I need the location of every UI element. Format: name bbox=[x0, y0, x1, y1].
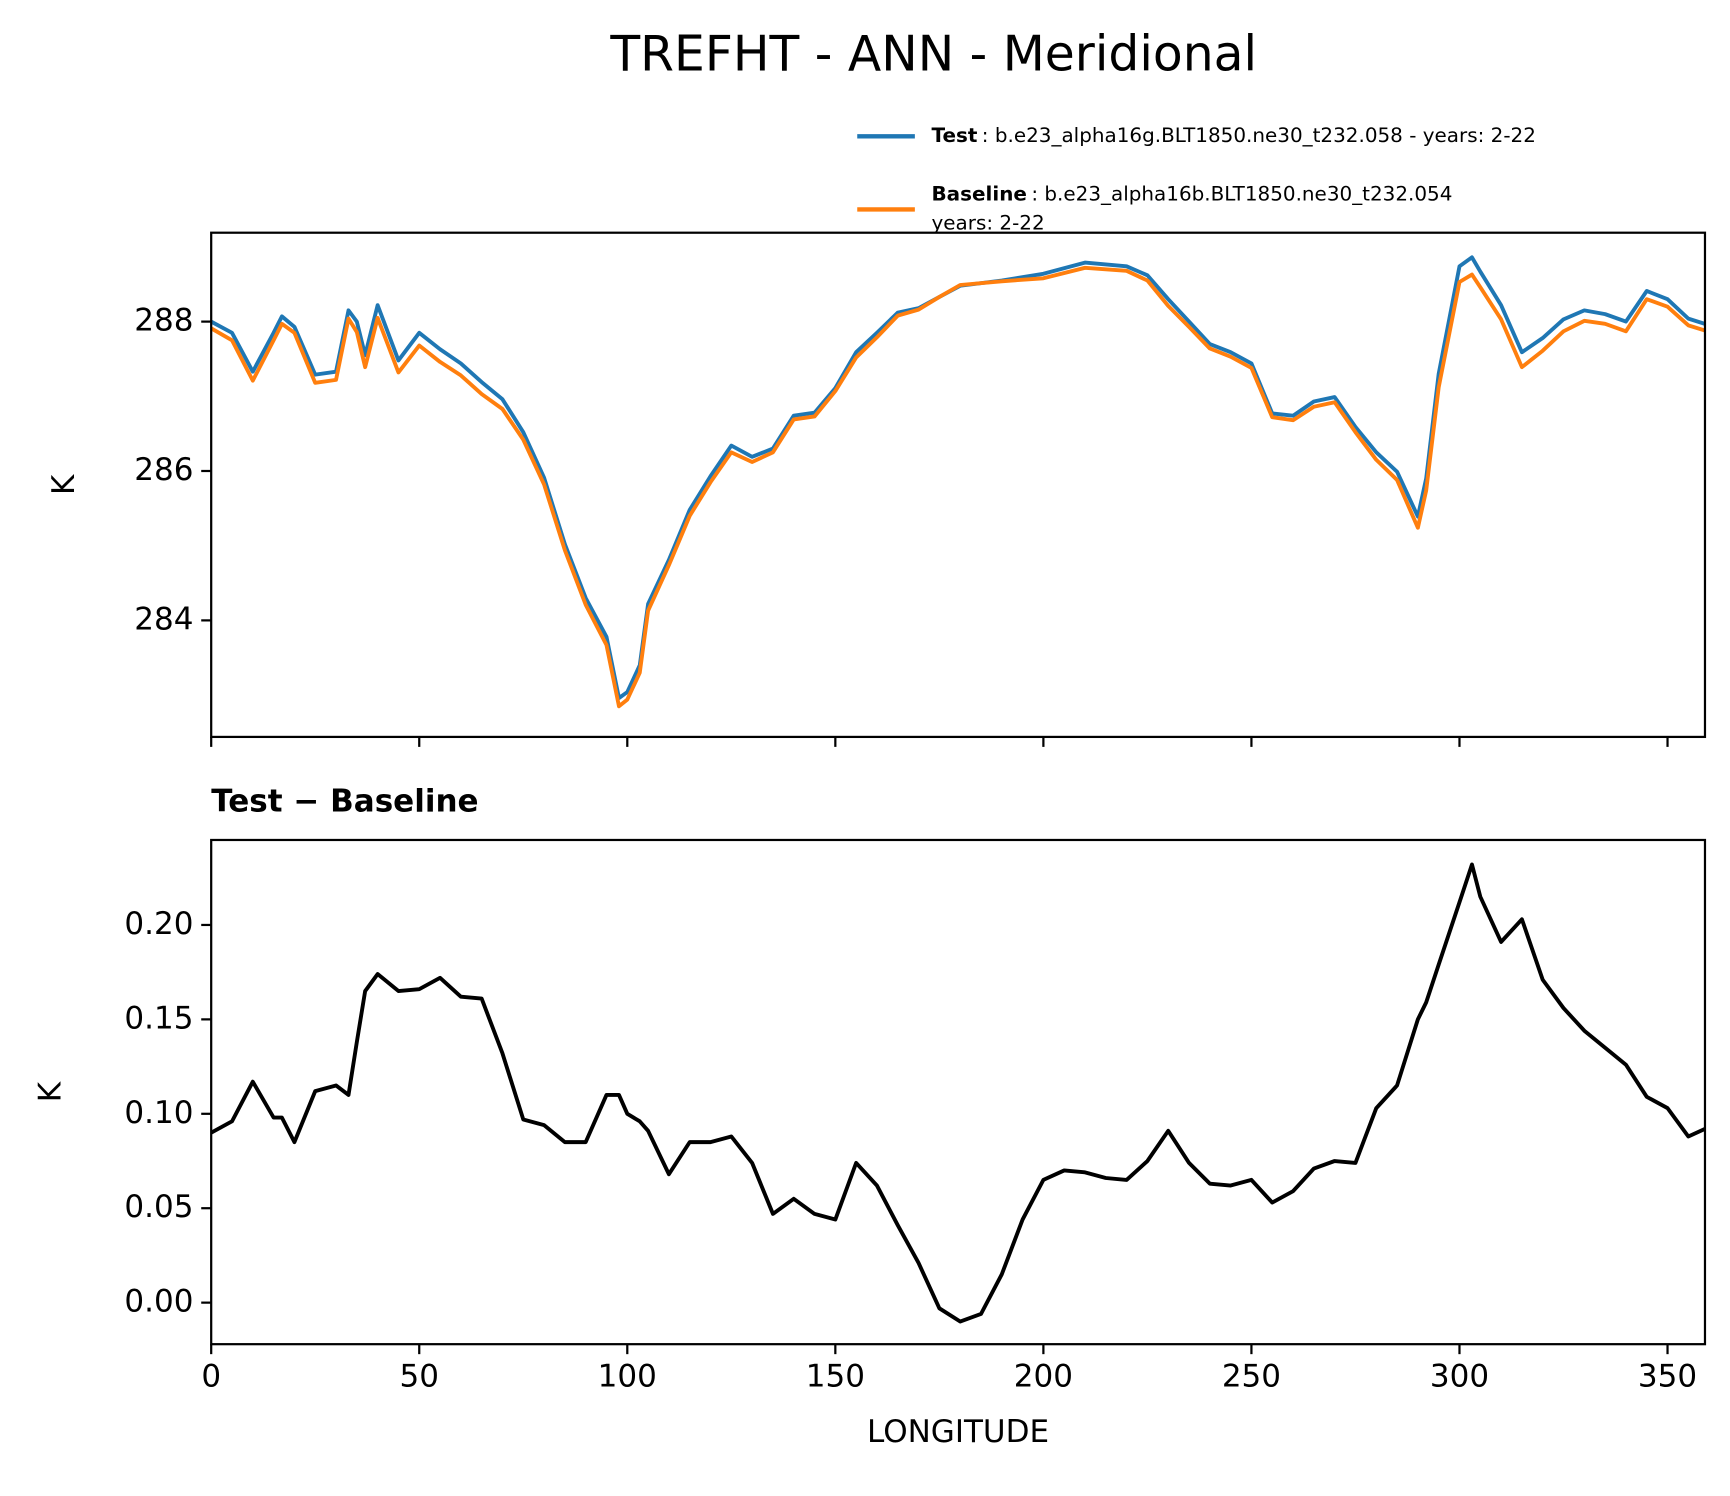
plot-area bbox=[211, 255, 1705, 709]
x-axis-label: LONGITUDE bbox=[867, 1414, 1049, 1450]
y-tick-label: 0.00 bbox=[124, 1284, 193, 1320]
legend-case: : b.e23_alpha16g.BLT1850.ne30_t232.058 -… bbox=[982, 123, 1536, 147]
x-tick-label: 100 bbox=[598, 1358, 657, 1394]
x-tick-label: 150 bbox=[806, 1358, 865, 1394]
axes-frame bbox=[210, 838, 1707, 1346]
data-line bbox=[211, 255, 1705, 701]
plot-area bbox=[211, 862, 1705, 1324]
y-tick-label: 286 bbox=[134, 452, 193, 488]
y-tick-label: 284 bbox=[134, 601, 193, 637]
y-axis-label: K bbox=[46, 474, 82, 495]
x-tick-label: 0 bbox=[201, 1358, 221, 1394]
legend-case: years: 2-22 bbox=[931, 210, 1044, 234]
x-tick-label: 250 bbox=[1222, 1358, 1281, 1394]
y-tick-label: 288 bbox=[134, 303, 193, 339]
x-tick-label: 300 bbox=[1430, 1358, 1489, 1394]
data-line bbox=[211, 862, 1705, 1324]
figure-title: TREFHT - ANN - Meridional bbox=[609, 27, 1257, 83]
x-tick-label: 50 bbox=[400, 1358, 439, 1394]
panel-title: Test − Baseline bbox=[211, 783, 478, 819]
data-line bbox=[211, 265, 1705, 709]
y-tick-label: 0.15 bbox=[124, 1000, 193, 1036]
y-tick-label: 0.20 bbox=[124, 906, 193, 942]
axes-frame bbox=[210, 231, 1707, 739]
y-tick-label: 0.05 bbox=[124, 1189, 193, 1225]
legend-name: Test bbox=[931, 123, 977, 147]
legend-case: : b.e23_alpha16b.BLT1850.ne30_t232.054 bbox=[1031, 182, 1452, 206]
legend-name: Baseline bbox=[931, 182, 1026, 206]
x-tick-label: 350 bbox=[1638, 1358, 1697, 1394]
y-tick-label: 0.10 bbox=[124, 1095, 193, 1131]
y-axis-label: K bbox=[33, 1081, 69, 1102]
x-tick-label: 200 bbox=[1014, 1358, 1073, 1394]
